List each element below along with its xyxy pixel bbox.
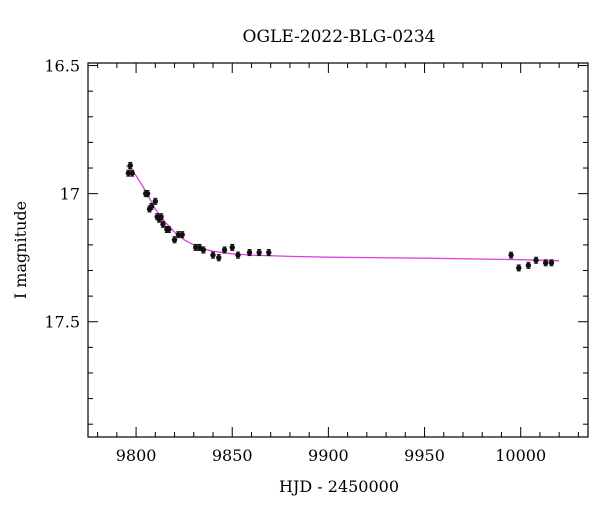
y-tick-label: 16.5	[44, 57, 80, 76]
y-axis-label: I magnitude	[11, 201, 30, 299]
data-point	[166, 226, 172, 233]
data-point	[508, 252, 514, 258]
data-point	[158, 213, 164, 220]
data-point	[196, 244, 203, 251]
data-point	[548, 260, 555, 266]
chart-title: OGLE-2022-BLG-0234	[243, 27, 436, 47]
axis-ticks	[88, 63, 588, 437]
data-point	[152, 198, 159, 205]
data-point	[210, 252, 216, 258]
data-point	[148, 203, 155, 210]
data-point	[221, 247, 228, 253]
data-point	[175, 231, 182, 238]
data-point	[266, 249, 272, 256]
data-point	[171, 237, 178, 243]
data-point	[229, 244, 235, 251]
data-point	[216, 254, 222, 261]
x-tick-label: 9950	[404, 446, 445, 465]
data-point	[516, 265, 522, 271]
data-point	[200, 247, 207, 253]
x-tick-label: 9800	[116, 446, 157, 465]
data-point	[235, 252, 241, 258]
data-point	[525, 262, 532, 269]
data-point	[144, 190, 151, 197]
data-point	[542, 260, 549, 266]
data-point	[179, 231, 185, 238]
model-curve	[126, 165, 560, 262]
data-points	[125, 161, 555, 272]
data-point	[192, 244, 199, 251]
data-point	[160, 221, 166, 228]
axis-tick-labels: 9800 9850 9900 9950 10000 16.5 17 17.5	[44, 57, 546, 465]
data-point	[246, 249, 253, 256]
data-point	[256, 249, 262, 256]
data-point	[125, 170, 132, 176]
y-tick-label: 17	[60, 185, 80, 204]
x-tick-label: 10000	[495, 446, 546, 465]
plot-frame	[87, 62, 589, 438]
x-tick-label: 9900	[308, 446, 349, 465]
data-point	[129, 170, 135, 176]
y-tick-label: 17.5	[44, 313, 80, 332]
x-axis-label: HJD - 2450000	[279, 477, 399, 496]
x-tick-label: 9850	[212, 446, 253, 465]
data-point	[533, 257, 539, 263]
data-point	[127, 162, 134, 169]
